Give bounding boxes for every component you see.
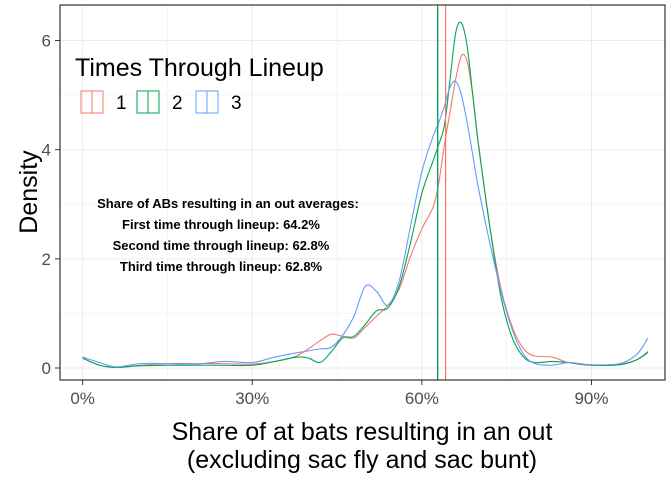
legend-label-3: 3 xyxy=(231,93,242,114)
legend-entry-1: 1 xyxy=(80,90,127,114)
x-tick-label: 60% xyxy=(405,389,439,408)
y-tick-label: 2 xyxy=(42,250,51,269)
annotation-line-3: Second time through lineup: 62.8% xyxy=(113,238,330,253)
annotation: Share of ABs resulting in an out average… xyxy=(97,196,359,274)
x-tick-label: 90% xyxy=(574,389,608,408)
x-tick-label: 0% xyxy=(70,389,95,408)
mean-lines xyxy=(437,5,447,380)
y-tick-label: 0 xyxy=(42,359,51,378)
x-axis-ticks: 0% 30% 60% 90% xyxy=(70,380,609,408)
panel-border xyxy=(59,4,666,381)
annotation-line-4: Third time through lineup: 62.8% xyxy=(120,259,323,274)
density-line-series-2 xyxy=(82,21,649,369)
y-axis-title: Density xyxy=(15,150,43,234)
legend: Times Through Lineup 1 2 3 xyxy=(75,54,324,114)
x-axis-title-line1: Share of at bats resulting in an out xyxy=(172,418,553,446)
density-line-series-1 xyxy=(82,53,649,369)
legend-entry-2: 2 xyxy=(136,90,183,114)
density-series xyxy=(82,21,649,369)
legend-entry-3: 3 xyxy=(195,90,242,114)
legend-title: Times Through Lineup xyxy=(75,54,324,82)
annotation-line-2: First time through lineup: 64.2% xyxy=(122,217,320,232)
panel-background xyxy=(60,5,665,380)
legend-label-2: 2 xyxy=(172,93,183,114)
y-tick-label: 4 xyxy=(42,141,51,160)
density-line-series-3 xyxy=(82,80,649,368)
grid-lines xyxy=(60,5,665,380)
x-tick-label: 30% xyxy=(235,389,269,408)
legend-label-1: 1 xyxy=(116,93,127,114)
x-axis-title-line2: (excluding sac fly and sac bunt) xyxy=(187,446,537,474)
y-axis-ticks: 0 2 4 6 xyxy=(42,31,60,378)
y-tick-label: 6 xyxy=(42,31,51,50)
annotation-line-1: Share of ABs resulting in an out average… xyxy=(97,196,359,211)
